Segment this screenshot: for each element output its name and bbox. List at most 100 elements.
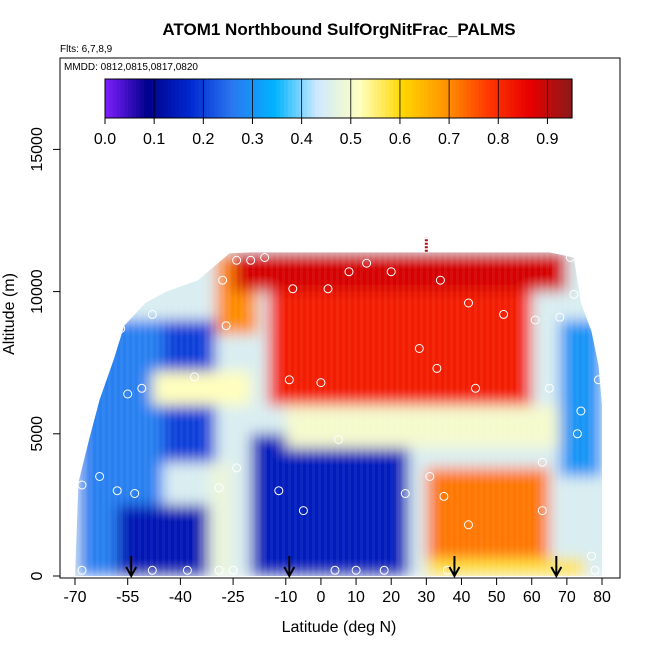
- region-northern-yellow-surface: [426, 558, 585, 576]
- column-stripe: [306, 252, 309, 576]
- column-stripe: [204, 252, 207, 576]
- colorbar-segment: [431, 79, 437, 118]
- sample-point: [298, 506, 308, 516]
- colorbar-segment: [517, 79, 523, 118]
- sample-point: [594, 375, 603, 385]
- column-stripe: [504, 252, 507, 576]
- column-stripe: [180, 252, 183, 576]
- flight-arrow-head: [448, 566, 461, 579]
- column-stripe: [156, 252, 159, 576]
- column-stripe: [258, 252, 261, 576]
- colorbar-segment: [451, 79, 456, 118]
- column-stripe: [168, 252, 171, 576]
- colorbar-segment: [509, 79, 515, 118]
- column-stripe: [378, 252, 381, 576]
- column-stripe: [198, 252, 201, 576]
- column-stripe: [138, 252, 141, 576]
- x-tick-label: 0: [316, 589, 325, 606]
- colorbar-segment: [478, 79, 484, 118]
- column-stripe: [84, 252, 87, 576]
- sample-point: [464, 298, 473, 308]
- column-stripe: [216, 252, 219, 576]
- colorbar-segment: [513, 79, 519, 118]
- column-stripe: [390, 252, 393, 576]
- column-stripe: [528, 252, 531, 576]
- colorbar-segment: [210, 79, 215, 118]
- column-stripe: [102, 252, 105, 576]
- sample-point: [432, 363, 442, 373]
- x-tick-label: 80: [593, 589, 611, 606]
- colorbar-segment: [381, 79, 386, 118]
- column-stripe: [474, 252, 477, 576]
- colorbar-segment: [178, 79, 184, 118]
- column-stripe: [174, 252, 177, 576]
- column-stripe: [360, 252, 363, 576]
- x-tick-label: -40: [169, 589, 192, 606]
- colorbar-segment: [346, 79, 351, 118]
- column-stripe: [300, 252, 303, 576]
- column-stripe: [354, 252, 357, 576]
- column-stripe: [432, 252, 435, 576]
- colorbar-segment: [544, 79, 550, 118]
- column-stripe: [468, 252, 471, 576]
- colorbar-segment: [498, 79, 503, 118]
- sample-point: [95, 472, 105, 481]
- column-stripe: [192, 252, 195, 576]
- colorbar-segment: [326, 79, 332, 118]
- flight-arrow-head: [125, 566, 138, 579]
- colorbar-segment: [560, 79, 565, 118]
- sample-point: [137, 383, 147, 393]
- colorbar-segment: [529, 79, 534, 118]
- sample-point: [246, 255, 256, 265]
- colorbar-segment: [233, 79, 238, 118]
- colorbar-segment: [521, 79, 526, 118]
- sample-point: [274, 486, 284, 496]
- region-pale-column-south: [208, 462, 234, 576]
- sample-point: [116, 324, 126, 334]
- sample-point: [590, 565, 600, 575]
- curtain-field: [66, 58, 609, 578]
- sample-point: [214, 565, 224, 575]
- column-stripe: [66, 58, 69, 578]
- sample-point: [334, 435, 343, 444]
- y-tick-label: 0: [29, 571, 46, 580]
- sample-point: [77, 565, 87, 575]
- y-axis-label: Altitude (m): [1, 273, 18, 355]
- sample-point: [414, 344, 424, 353]
- colorbar-segment: [568, 79, 573, 118]
- x-axis-label: Latitude (deg N): [282, 619, 397, 636]
- colorbar-segment: [350, 79, 355, 118]
- sample-point: [147, 309, 157, 319]
- sample-point: [362, 258, 372, 268]
- colorbar-tick-label: 0.5: [340, 131, 362, 148]
- column-stripe: [276, 252, 279, 576]
- column-stripe: [606, 58, 609, 578]
- x-tick-label: 60: [523, 589, 541, 606]
- column-stripe: [420, 252, 423, 576]
- colorbar-segment: [396, 79, 402, 118]
- sample-point: [77, 480, 87, 490]
- y-axis: 0 5000 10000 15000: [29, 127, 61, 580]
- column-stripe: [384, 252, 387, 576]
- colorbar-tick-label: 0.8: [487, 131, 509, 148]
- colorbar-segment: [186, 79, 192, 118]
- column-stripe: [600, 252, 602, 576]
- colorbar-segment: [400, 79, 406, 118]
- colorbar-segment: [424, 79, 429, 118]
- flight-arrow-head: [550, 566, 563, 579]
- column-stripe: [558, 252, 561, 576]
- colorbar-segment: [284, 79, 289, 118]
- colorbar-segment: [404, 79, 410, 118]
- colorbar-tick-label: 0.0: [94, 131, 116, 148]
- flight-arrows: [125, 556, 563, 579]
- y-tick-label: 5000: [29, 416, 46, 452]
- column-stripe: [342, 252, 345, 576]
- sample-point: [232, 255, 242, 265]
- colorbar-segment: [248, 79, 254, 118]
- colorbar-segment: [163, 79, 168, 118]
- sample-point: [330, 565, 340, 575]
- sample-point: [435, 275, 445, 285]
- column-stripe: [588, 252, 591, 576]
- sample-point: [425, 472, 435, 481]
